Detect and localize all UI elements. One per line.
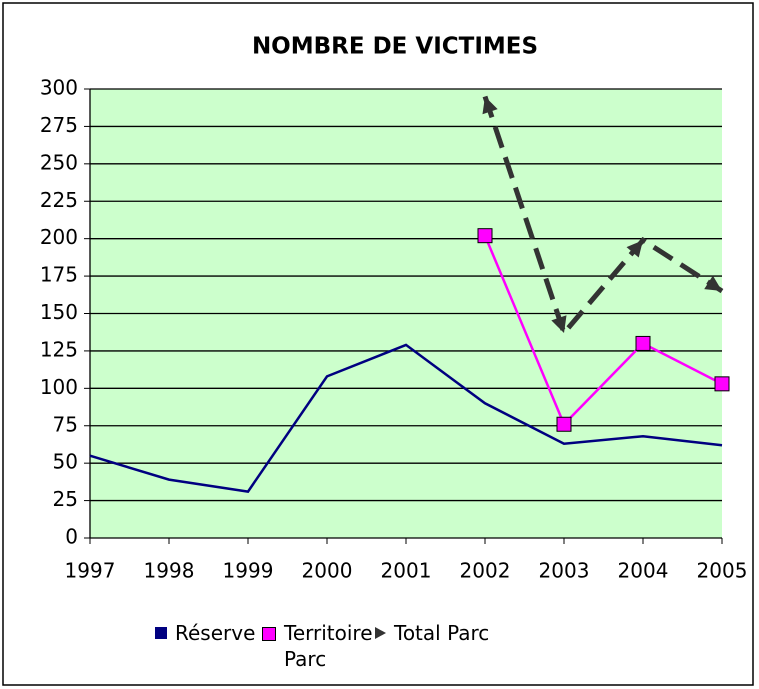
x-tick-label: 2005 — [697, 559, 748, 583]
y-tick-label: 50 — [53, 450, 78, 474]
legend-label: Total Parc — [394, 621, 490, 645]
y-tick-label: 125 — [40, 337, 78, 361]
marker — [635, 335, 651, 351]
marker — [482, 96, 498, 115]
marker — [551, 315, 567, 333]
y-tick-label: 175 — [40, 263, 78, 287]
marker — [477, 228, 493, 244]
marker — [556, 416, 572, 432]
y-tick-label: 0 — [65, 525, 78, 549]
y-tick-label: 200 — [40, 225, 78, 249]
legend-label: Territoire Parc — [284, 621, 373, 671]
legend-swatch — [155, 627, 167, 639]
series-line — [482, 95, 724, 338]
marker — [704, 275, 722, 292]
series-line — [89, 343, 723, 493]
marker — [714, 376, 730, 392]
legend-swatch — [375, 627, 386, 639]
legend-item: Territoire Parc — [262, 620, 394, 672]
legend-item: Réserve — [155, 620, 255, 646]
x-tick-label: 1998 — [144, 559, 195, 583]
chart-title: NOMBRE DE VICTIMES — [252, 34, 538, 60]
x-tick-label: 1999 — [223, 559, 274, 583]
y-tick-label: 75 — [53, 412, 78, 436]
y-tick-label: 250 — [40, 150, 78, 174]
marker — [626, 240, 643, 258]
y-tick-label: 150 — [40, 300, 78, 324]
legend-item: Total Parc — [375, 620, 489, 646]
legend-swatch — [262, 627, 276, 641]
x-tick-label: 1997 — [65, 559, 116, 583]
series-line — [483, 235, 723, 427]
y-tick-label: 275 — [40, 113, 78, 137]
x-tick-label: 2002 — [460, 559, 511, 583]
y-tick-label: 225 — [40, 188, 78, 212]
x-tick-label: 2000 — [302, 559, 353, 583]
x-tick-label: 2003 — [539, 559, 590, 583]
x-tick-label: 2001 — [381, 559, 432, 583]
x-tick-label: 2004 — [618, 559, 669, 583]
y-tick-label: 100 — [40, 375, 78, 399]
y-tick-label: 300 — [40, 76, 78, 100]
y-tick-label: 25 — [53, 487, 78, 511]
legend-label: Réserve — [175, 621, 256, 645]
